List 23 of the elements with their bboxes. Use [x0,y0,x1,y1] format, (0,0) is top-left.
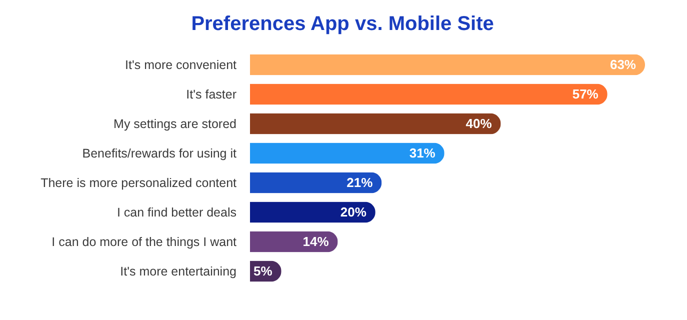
bar [250,142,444,164]
y-tick-label: I can do more of the things I want [52,234,238,249]
chart-title: Preferences App vs. Mobile Site [191,13,494,35]
bar [250,113,501,134]
y-tick-label: Benefits/rewards for using it [82,146,238,160]
y-tick-label: There is more personalized content [40,176,238,190]
data-label: 21% [346,174,374,190]
y-tick-label: It's faster [186,87,236,102]
bar [250,202,376,223]
data-label: 57% [572,86,599,102]
data-label: 14% [302,234,330,249]
y-tick-label: My settings are stored [114,116,237,131]
y-tick-label: I can find better deals [116,205,236,220]
data-label: 31% [409,145,436,160]
y-tick-label: It's more convenient [125,58,238,72]
data-label: 20% [340,204,367,220]
data-label: 63% [610,56,636,72]
data-label: 5% [254,263,273,278]
bar [250,54,645,76]
bar [250,84,608,105]
data-label: 40% [466,116,492,131]
y-tick-label: It's more entertaining [120,264,237,278]
bar [250,172,382,194]
